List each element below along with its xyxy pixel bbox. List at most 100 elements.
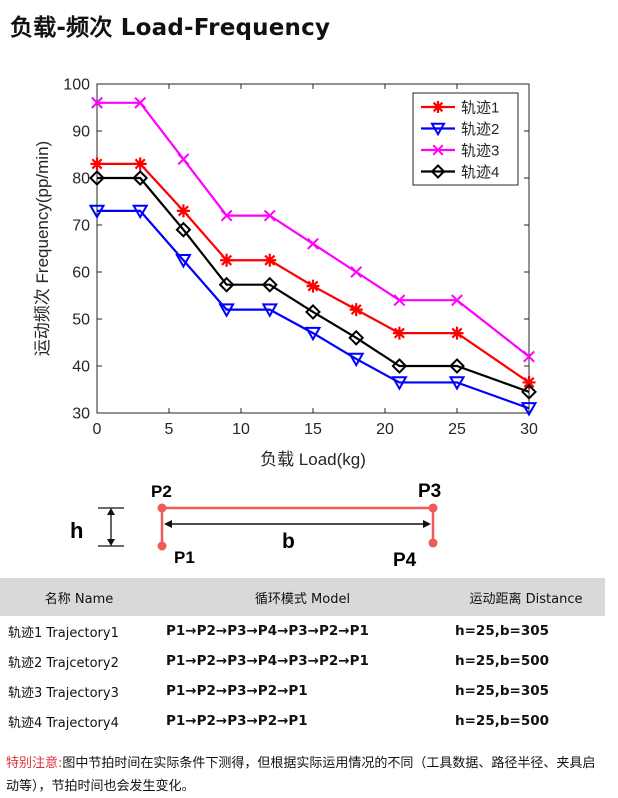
data-point bbox=[89, 170, 105, 186]
diagram-group: P2 P3 P1 P4 h b bbox=[70, 481, 441, 571]
data-point bbox=[131, 204, 149, 220]
data-point bbox=[263, 209, 276, 222]
legend: 轨迹1 轨迹2 轨迹3 轨迹4 bbox=[412, 92, 519, 186]
data-point bbox=[349, 303, 363, 317]
data-point bbox=[392, 326, 406, 340]
y-tick-label: 80 bbox=[72, 171, 90, 188]
table-cell-name: 轨迹3 Trajectory3 bbox=[8, 685, 119, 701]
data-point bbox=[91, 96, 103, 109]
data-point bbox=[391, 376, 408, 391]
diagram-label-h: h bbox=[70, 518, 83, 543]
series-line bbox=[97, 162, 530, 384]
data-point bbox=[132, 170, 149, 186]
diagram-p2-dot bbox=[157, 503, 167, 513]
y-tick-label: 30 bbox=[72, 406, 90, 423]
diagram-p3-dot bbox=[428, 503, 438, 513]
data-point bbox=[218, 303, 235, 318]
legend-item-label: 轨迹3 bbox=[461, 143, 499, 160]
data-point bbox=[134, 96, 147, 109]
diagram-label-p2: P2 bbox=[151, 482, 172, 501]
trajectory-table: 名称 Name 循环模式 Model 运动距离 Distance 轨迹1 Tra… bbox=[0, 578, 605, 736]
data-point bbox=[432, 101, 444, 113]
data-point bbox=[393, 294, 406, 307]
x-tick-label: 15 bbox=[304, 421, 322, 438]
table-header-model: 循环模式 Model bbox=[158, 578, 447, 616]
diagram-label-p1: P1 bbox=[174, 548, 195, 567]
data-point bbox=[347, 352, 365, 368]
legend-box bbox=[412, 92, 519, 186]
table-cell-distance: h=25,b=500 bbox=[455, 713, 549, 729]
data-point bbox=[306, 279, 320, 293]
x-tick-label: 0 bbox=[93, 421, 102, 438]
data-point bbox=[430, 122, 446, 137]
data-point bbox=[449, 358, 465, 374]
data-point bbox=[521, 383, 537, 400]
data-point bbox=[175, 254, 192, 269]
series-1 bbox=[90, 157, 536, 389]
data-point bbox=[432, 144, 444, 156]
diagram-p4-dot bbox=[428, 538, 438, 548]
series-line bbox=[97, 176, 530, 393]
note-label: 特别注意: bbox=[6, 756, 63, 771]
legend-item-label: 轨迹1 bbox=[461, 100, 499, 117]
data-point bbox=[307, 237, 319, 250]
data-point bbox=[177, 153, 190, 166]
series-2 bbox=[88, 204, 538, 417]
y-tick-label: 50 bbox=[72, 312, 90, 329]
data-point bbox=[133, 157, 147, 171]
data-point bbox=[88, 204, 106, 220]
diagram-h-arrowhead-down bbox=[107, 539, 115, 546]
diagram-label-p3: P3 bbox=[418, 481, 441, 502]
series-4 bbox=[89, 170, 537, 400]
table-header-name: 名称 Name bbox=[0, 578, 158, 616]
table-cell-distance: h=25,b=500 bbox=[455, 653, 549, 669]
x-axis-label: 负载 Load(kg) bbox=[260, 450, 366, 469]
diagram-b-arrowhead-right bbox=[423, 520, 431, 528]
table-row: 轨迹4 Trajectory4 P1→P2→P3→P2→P1 h=25,b=50… bbox=[0, 706, 605, 736]
data-point bbox=[218, 276, 235, 293]
table-header-distance: 运动距离 Distance bbox=[447, 578, 605, 616]
data-point bbox=[348, 329, 365, 346]
diagram-h-arrowhead-up bbox=[107, 508, 115, 515]
data-point bbox=[450, 326, 464, 340]
data-point bbox=[451, 294, 463, 307]
data-point bbox=[220, 253, 234, 267]
table-cell-name: 轨迹1 Trajectory1 bbox=[8, 625, 119, 641]
data-point bbox=[305, 304, 321, 320]
page-title: 负载-频次 Load-Frequency bbox=[10, 15, 331, 41]
y-axis-label: 运动频次 Frequency(pp/min) bbox=[33, 141, 52, 356]
table-row: 轨迹2 Trajcetory2 P1→P2→P3→P4→P3→P2→P1 h=2… bbox=[0, 646, 605, 676]
table-cell-model: P1→P2→P3→P2→P1 bbox=[166, 683, 308, 699]
x-tick-label: 25 bbox=[448, 421, 466, 438]
data-point bbox=[523, 350, 535, 363]
table-header-row: 名称 Name 循环模式 Model 运动距离 Distance bbox=[0, 578, 605, 616]
y-tick-label: 90 bbox=[72, 124, 90, 141]
table-cell-model: P1→P2→P3→P4→P3→P2→P1 bbox=[166, 653, 369, 669]
table-cell-distance: h=25,b=305 bbox=[455, 683, 549, 699]
x-tick-label: 20 bbox=[376, 421, 394, 438]
data-point bbox=[176, 204, 190, 218]
y-tick-label: 70 bbox=[72, 218, 90, 235]
legend-item-label: 轨迹4 bbox=[461, 164, 499, 181]
data-point bbox=[261, 303, 279, 318]
special-note: 特别注意:图中节拍时间在实际条件下测得，但根据实际运用情况的不同（工具数据、路径… bbox=[6, 752, 606, 798]
data-point bbox=[263, 253, 277, 267]
diagram-p1-dot bbox=[157, 541, 167, 551]
diagram-b-arrowhead-left bbox=[164, 520, 172, 528]
note-text: 图中节拍时间在实际条件下测得，但根据实际运用情况的不同（工具数据、路径半径、夹具… bbox=[6, 756, 596, 794]
load-frequency-chart: 0 5 10 15 20 25 30 30 40 50 60 70 80 90 100 负载 Load(kg)… bbox=[33, 77, 538, 470]
x-tick-label: 10 bbox=[232, 421, 250, 438]
x-tick-label: 30 bbox=[520, 421, 538, 438]
y-tick-label: 60 bbox=[72, 265, 90, 282]
data-point bbox=[90, 157, 104, 171]
legend-item-label: 轨迹2 bbox=[461, 121, 499, 138]
diagram-label-b: b bbox=[282, 530, 295, 553]
y-tick-label: 40 bbox=[72, 359, 90, 376]
diagram-label-p4: P4 bbox=[393, 550, 417, 571]
x-tick-label: 5 bbox=[165, 421, 174, 438]
series-3 bbox=[91, 96, 535, 363]
data-point bbox=[520, 402, 538, 417]
data-point bbox=[350, 266, 363, 278]
data-point bbox=[391, 358, 408, 374]
data-point bbox=[522, 375, 536, 389]
